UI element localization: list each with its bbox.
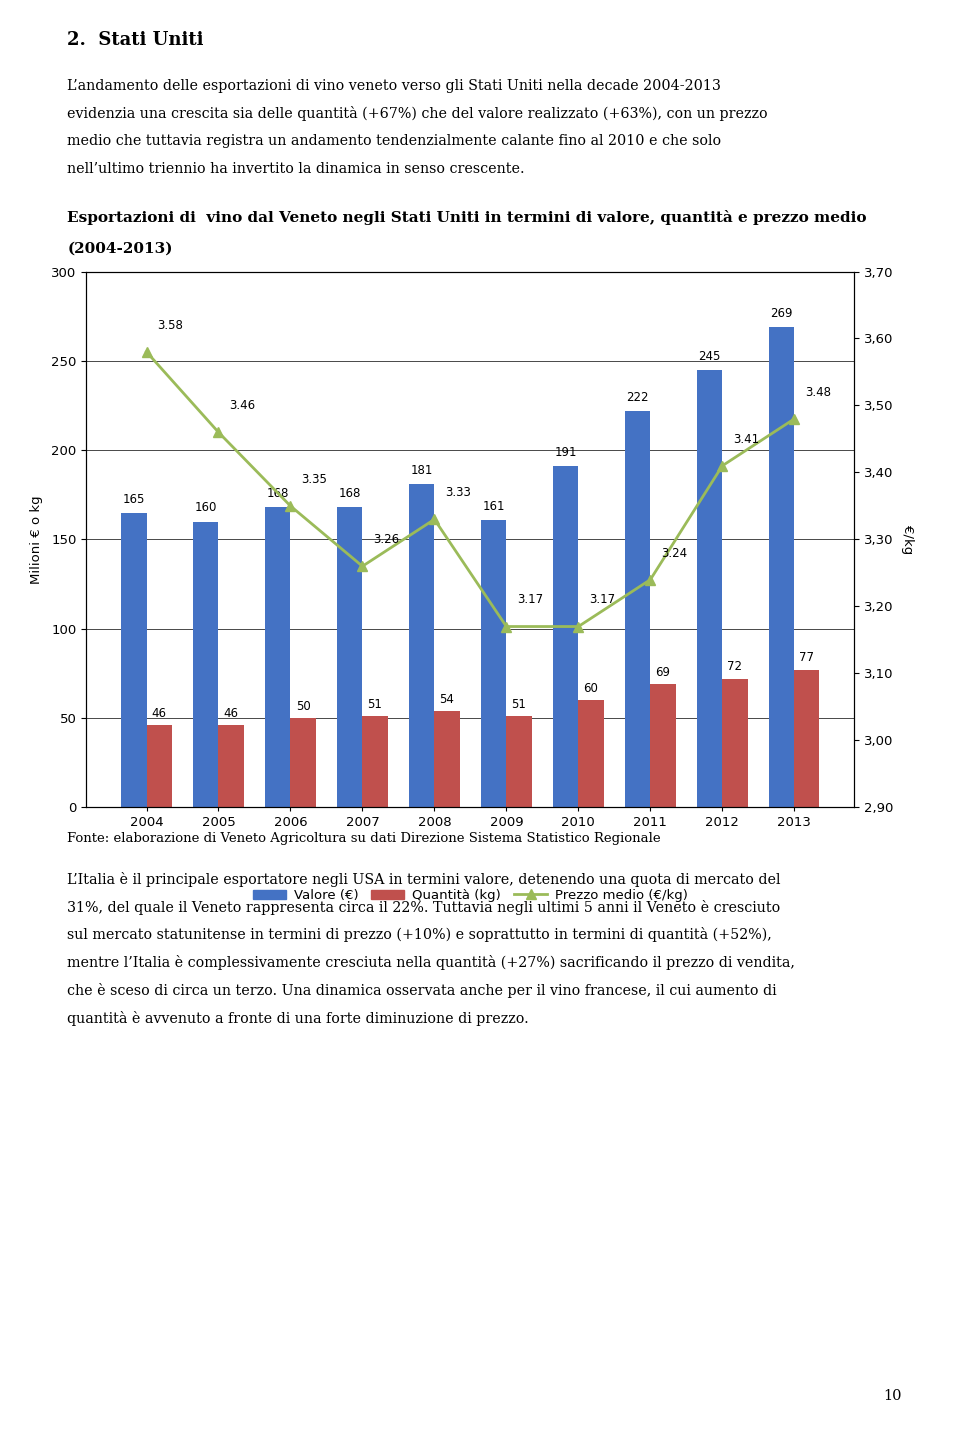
Text: 168: 168 [267, 487, 289, 500]
Bar [337, 507, 363, 807]
Bar [722, 679, 748, 807]
Text: 3.46: 3.46 [229, 399, 255, 412]
Text: 2.  Stati Uniti: 2. Stati Uniti [67, 31, 204, 50]
Text: 165: 165 [123, 493, 145, 506]
Text: 191: 191 [555, 446, 577, 459]
Text: 60: 60 [584, 682, 598, 694]
Bar [625, 412, 650, 807]
Bar [291, 717, 316, 807]
Text: 222: 222 [627, 390, 649, 403]
Bar [435, 712, 460, 807]
Text: 51: 51 [368, 697, 382, 712]
Text: Esportazioni di  vino dal Veneto negli Stati Uniti in termini di valore, quantit: Esportazioni di vino dal Veneto negli St… [67, 210, 867, 224]
Bar [265, 507, 291, 807]
Text: 50: 50 [296, 700, 310, 713]
Text: 3.26: 3.26 [373, 533, 399, 546]
Text: (2004-2013): (2004-2013) [67, 242, 173, 256]
Text: che è sceso di circa un terzo. Una dinamica osservata anche per il vino francese: che è sceso di circa un terzo. Una dinam… [67, 983, 777, 997]
Text: L’andamento delle esportazioni di vino veneto verso gli Stati Uniti nella decade: L’andamento delle esportazioni di vino v… [67, 79, 721, 93]
Text: 46: 46 [224, 707, 239, 720]
Bar [363, 716, 388, 807]
Text: medio che tuttavia registra un andamento tendenzialmente calante fino al 2010 e : medio che tuttavia registra un andamento… [67, 134, 721, 149]
Y-axis label: €/kg: €/kg [901, 524, 915, 554]
Text: 54: 54 [440, 693, 454, 706]
Bar [650, 684, 676, 807]
Bar [769, 327, 794, 807]
Text: 77: 77 [800, 652, 814, 664]
Text: 245: 245 [699, 350, 721, 363]
Text: 10: 10 [883, 1389, 902, 1403]
Text: 3.24: 3.24 [661, 546, 687, 560]
Bar [794, 670, 820, 807]
Text: 160: 160 [195, 502, 217, 514]
Bar [578, 700, 604, 807]
Text: L’Italia è il principale esportatore negli USA in termini valore, detenendo una : L’Italia è il principale esportatore neg… [67, 872, 780, 886]
Bar [506, 716, 532, 807]
Bar [193, 522, 219, 807]
Text: 3.48: 3.48 [805, 386, 831, 399]
Text: 3.41: 3.41 [733, 433, 759, 446]
Bar [481, 520, 506, 807]
Bar [147, 726, 172, 807]
Text: mentre l’Italia è complessivamente cresciuta nella quantità (+27%) sacrificando : mentre l’Italia è complessivamente cresc… [67, 956, 795, 970]
Bar [219, 726, 244, 807]
Text: sul mercato statunitense in termini di prezzo (+10%) e soprattutto in termini di: sul mercato statunitense in termini di p… [67, 927, 772, 942]
Text: 46: 46 [152, 707, 167, 720]
Text: 69: 69 [656, 666, 670, 679]
Text: 168: 168 [339, 487, 361, 500]
Text: 51: 51 [512, 697, 526, 712]
Text: 3.58: 3.58 [157, 319, 183, 332]
Text: 3.17: 3.17 [517, 593, 543, 606]
Text: quantità è avvenuto a fronte di una forte diminuzione di prezzo.: quantità è avvenuto a fronte di una fort… [67, 1012, 529, 1026]
Text: nell’ultimo triennio ha invertito la dinamica in senso crescente.: nell’ultimo triennio ha invertito la din… [67, 163, 525, 176]
Bar [121, 513, 147, 807]
Text: Fonte: elaborazione di Veneto Agricoltura su dati Direzione Sistema Statistico R: Fonte: elaborazione di Veneto Agricoltur… [67, 832, 660, 845]
Bar [697, 370, 722, 807]
Text: 269: 269 [771, 307, 793, 320]
Bar [553, 466, 578, 807]
Text: 3.35: 3.35 [301, 473, 327, 486]
Text: evidenzia una crescita sia delle quantità (+67%) che del valore realizzato (+63%: evidenzia una crescita sia delle quantit… [67, 107, 768, 121]
Text: 31%, del quale il Veneto rappresenta circa il 22%. Tuttavia negli ultimi 5 anni : 31%, del quale il Veneto rappresenta cir… [67, 900, 780, 915]
Text: 3.33: 3.33 [445, 486, 471, 499]
Y-axis label: Milioni € o kg: Milioni € o kg [30, 494, 43, 584]
Text: 181: 181 [411, 464, 433, 477]
Legend: Valore (€), Quantità (kg), Prezzo medio (€/kg): Valore (€), Quantità (kg), Prezzo medio … [248, 883, 693, 907]
Text: 72: 72 [728, 660, 742, 673]
Text: 3.17: 3.17 [589, 593, 615, 606]
Bar [409, 484, 435, 807]
Text: 161: 161 [483, 500, 505, 513]
